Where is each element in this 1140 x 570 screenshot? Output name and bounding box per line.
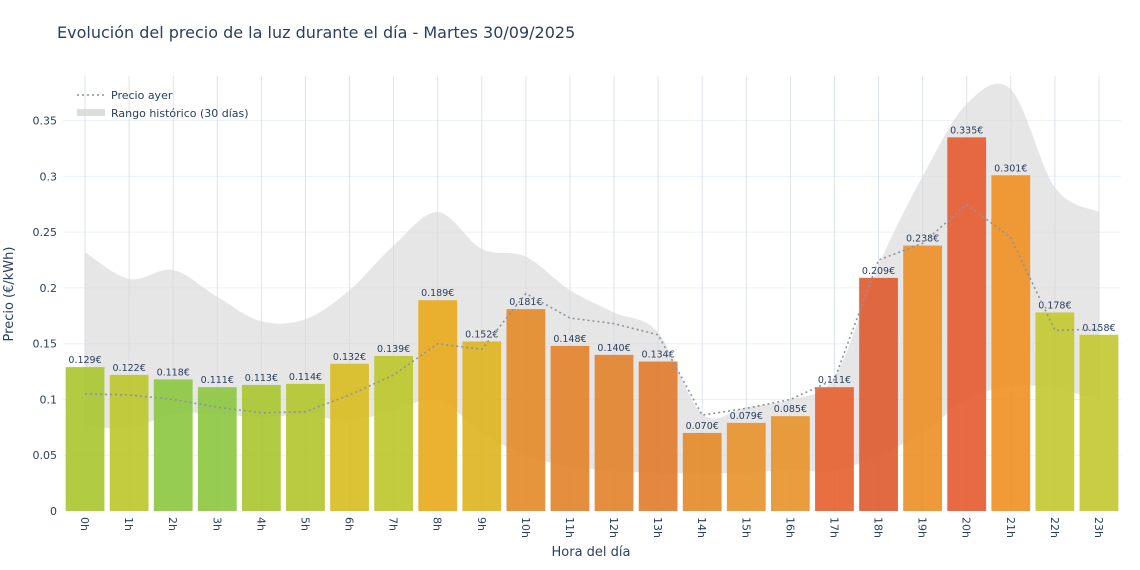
- y-tick-label: 0.2: [40, 282, 58, 295]
- price-bar: [1079, 334, 1119, 511]
- chart-title: Evolución del precio de la luz durante e…: [57, 23, 575, 42]
- x-axis-title: Hora del día: [552, 545, 631, 560]
- x-tick-label: 9h: [475, 517, 488, 531]
- x-tick-label: 12h: [607, 517, 620, 538]
- price-bar: [374, 355, 414, 511]
- x-tick-label: 0h: [78, 517, 91, 531]
- x-tick-label: 3h: [210, 517, 223, 531]
- bar-value-label: 0.079€: [730, 411, 763, 422]
- x-tick-label: 7h: [387, 517, 400, 531]
- y-tick-label: 0.1: [40, 393, 58, 406]
- bar-value-label: 0.238€: [906, 234, 939, 245]
- x-tick-label: 10h: [519, 517, 532, 538]
- x-tick-label: 4h: [254, 517, 267, 531]
- price-bar: [286, 383, 325, 511]
- bar-value-label: 0.139€: [377, 344, 410, 355]
- bar-value-label: 0.209€: [862, 266, 895, 277]
- legend: Precio ayer Rango histórico (30 días): [77, 89, 249, 120]
- bar-value-label: 0.158€: [1082, 323, 1115, 334]
- y-tick-label: 0.15: [33, 338, 58, 351]
- bar-value-label: 0.178€: [1038, 300, 1071, 311]
- x-tick-label: 15h: [739, 517, 752, 538]
- price-bar: [947, 137, 987, 511]
- x-tick-label: 8h: [431, 517, 444, 531]
- price-bar: [197, 387, 237, 511]
- price-bar: [682, 432, 722, 511]
- bar-value-label: 0.189€: [421, 288, 454, 299]
- price-bar: [1035, 312, 1075, 511]
- x-tick-label: 23h: [1092, 517, 1105, 538]
- y-tick-label: 0.25: [33, 226, 58, 239]
- x-tick-label: 1h: [122, 517, 135, 531]
- x-tick-label: 11h: [563, 517, 576, 538]
- bar-value-label: 0.140€: [597, 343, 630, 354]
- bar-value-label: 0.335€: [950, 125, 983, 136]
- legend-label-precio-ayer: Precio ayer: [111, 89, 173, 102]
- bar-value-label: 0.134€: [642, 350, 675, 361]
- plot-area: 0 0.05 0.1 0.15 0.2 0.25 0.3 0.35 0.129€ 0.122€ 0.…: [33, 76, 1121, 538]
- y-tick-label: 0.3: [40, 170, 58, 183]
- bar-value-label: 0.132€: [333, 352, 366, 363]
- bar-value-label: 0.070€: [686, 421, 719, 432]
- x-tick-label: 2h: [166, 517, 179, 531]
- x-tick-label: 5h: [298, 517, 311, 531]
- x-tick-label: 19h: [916, 517, 929, 538]
- bar-value-label: 0.129€: [68, 355, 101, 366]
- price-bar: [726, 422, 766, 511]
- x-tick-label: 21h: [1004, 517, 1017, 538]
- bar-value-label: 0.152€: [465, 329, 498, 340]
- precio-ayer-line: [85, 203, 1099, 416]
- legend-band-swatch: [77, 109, 105, 116]
- x-tick-label: 6h: [343, 517, 356, 531]
- price-bar: [153, 379, 193, 511]
- bar-value-label: 0.111€: [818, 375, 851, 386]
- price-bar: [418, 300, 458, 511]
- price-bar: [241, 384, 281, 511]
- x-tick-label: 20h: [960, 517, 973, 538]
- x-tick-label: 13h: [651, 517, 664, 538]
- price-bar: [815, 387, 854, 511]
- bar-value-label: 0.301€: [994, 163, 1027, 174]
- bar-value-label: 0.085€: [774, 404, 807, 415]
- bar-value-label: 0.118€: [157, 367, 190, 378]
- price-bar: [462, 341, 502, 511]
- x-tick-label: 18h: [872, 517, 885, 538]
- y-tick-label: 0: [50, 505, 57, 518]
- price-bar: [506, 309, 546, 511]
- x-tick-label: 14h: [695, 517, 708, 538]
- bar-value-label: 0.181€: [509, 297, 542, 308]
- bar-value-label: 0.113€: [245, 373, 278, 384]
- price-bar: [859, 277, 898, 511]
- legend-label-rango-historico: Rango histórico (30 días): [111, 107, 249, 120]
- bar-value-label: 0.122€: [113, 363, 146, 374]
- price-bar: [991, 175, 1031, 511]
- price-bar: [770, 416, 810, 511]
- price-bar: [594, 354, 634, 511]
- price-bar: [903, 245, 943, 512]
- y-tick-label: 0.05: [33, 449, 58, 462]
- historical-range-band: [85, 83, 1099, 474]
- x-tick-label: 17h: [827, 517, 840, 538]
- y-axis-title: Precio (€/kWh): [2, 247, 17, 342]
- x-tick-label: 16h: [783, 517, 796, 538]
- y-tick-label: 0.35: [33, 115, 58, 128]
- bar-value-label: 0.148€: [553, 334, 586, 345]
- price-bar: [638, 361, 678, 511]
- price-bar: [330, 363, 369, 511]
- bar-value-label: 0.114€: [289, 372, 322, 383]
- price-bar: [109, 374, 149, 511]
- price-bar: [550, 345, 590, 511]
- bar-value-label: 0.111€: [201, 375, 234, 386]
- x-tick-label: 22h: [1048, 517, 1061, 538]
- price-bar: [65, 367, 105, 511]
